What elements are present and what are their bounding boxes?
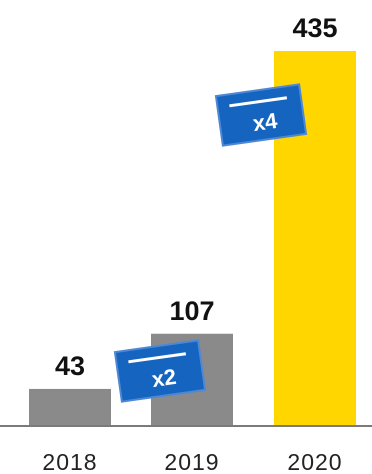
value-label-2019: 107	[169, 296, 214, 326]
x-tick-label-2020: 2020	[287, 449, 342, 474]
growth-badge-overline	[229, 96, 288, 108]
growth-badge-label: x4	[251, 108, 279, 136]
x-tick-labels-group: 2018 2019 2020	[42, 449, 342, 474]
value-label-2018: 43	[55, 351, 85, 381]
bar-2018	[29, 388, 111, 426]
x-tick-label-2019: 2019	[164, 449, 219, 474]
growth-badge-x4: x4	[214, 83, 308, 147]
growth-badge-label: x2	[150, 364, 178, 392]
growth-badge-x2: x2	[113, 339, 207, 403]
growth-badge-overline	[128, 352, 187, 364]
x-tick-label-2018: 2018	[42, 449, 97, 474]
growth-badges-group: x2 x4	[113, 83, 308, 403]
value-label-2020: 435	[292, 13, 337, 43]
value-labels-group: 43 107 435	[55, 13, 338, 381]
